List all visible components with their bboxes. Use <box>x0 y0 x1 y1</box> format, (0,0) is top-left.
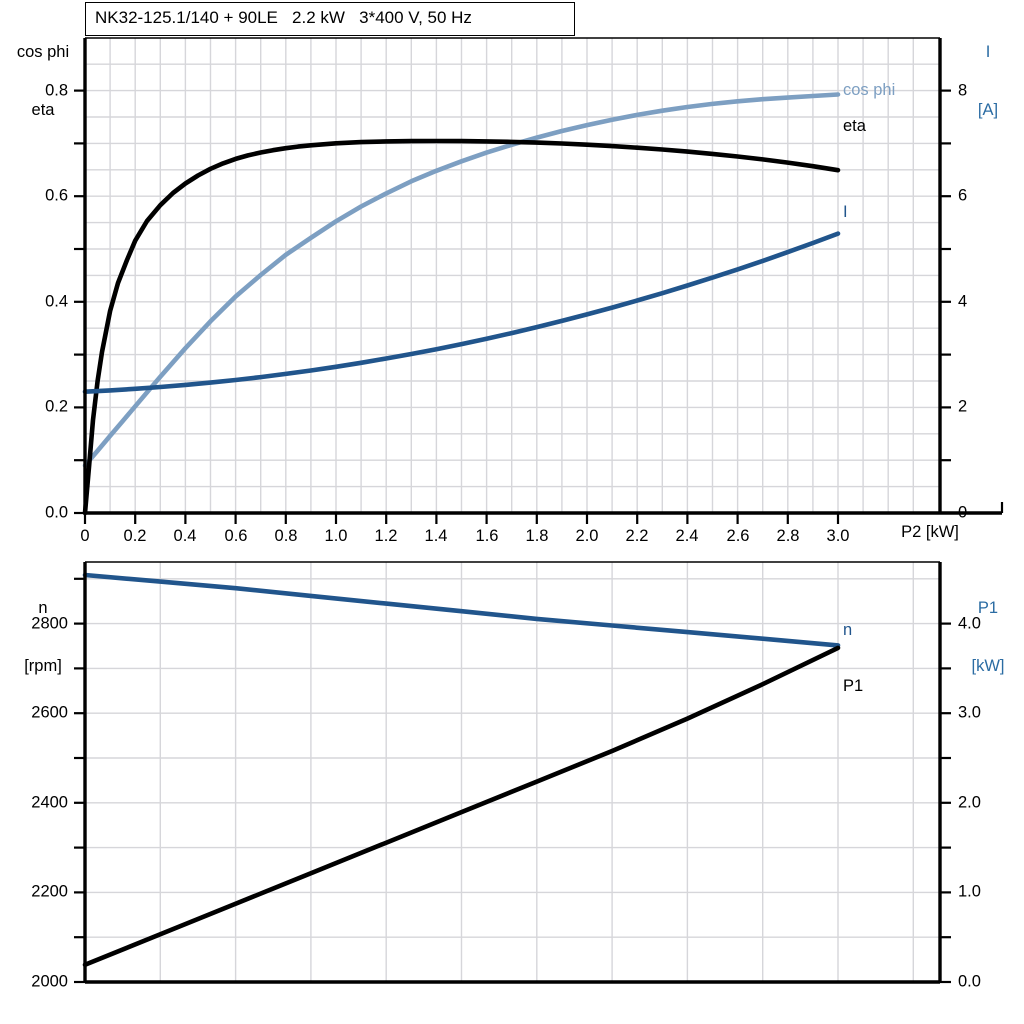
bottom-left-axis-label-line1: n <box>38 598 48 617</box>
top-right-axis-label: I [A] <box>960 4 1016 160</box>
top-y-right-ticks <box>940 89 951 515</box>
bottom-axis-frame <box>83 561 942 984</box>
bottom-left-axis-label: n [rpm] <box>4 560 82 716</box>
bottom-y-right-tick-2: 2.0 <box>958 793 981 812</box>
bottom-y-left-tick-3: 2600 <box>31 703 68 722</box>
bottom-y-right-tick-0: 0.0 <box>958 972 981 991</box>
top-chart-panel: cos phi eta I [A] NK32-125.1/140 + 90LE … <box>4 2 1016 545</box>
curve-label-current: I <box>843 203 848 221</box>
bottom-y-right-tick-3: 3.0 <box>958 703 981 722</box>
top-x-ticks <box>83 502 1004 524</box>
top-x-tick-2: 0.4 <box>173 527 197 545</box>
top-x-tick-14: 2.8 <box>776 527 800 545</box>
top-y-left-tick-1: 0.2 <box>45 397 68 416</box>
curve-eta <box>82 138 841 516</box>
top-x-tick-6: 1.2 <box>374 527 398 545</box>
top-x-tick-1: 0.2 <box>123 527 147 545</box>
bottom-y-right-ticks <box>940 622 951 984</box>
curve-cos-phi <box>82 92 841 468</box>
top-x-tick-4: 0.8 <box>274 527 298 545</box>
curve-label-cos-phi: cos phi <box>843 81 896 99</box>
bottom-curves <box>82 572 841 968</box>
bottom-y-left-ticks <box>74 577 85 984</box>
curve-label-power: P1 <box>843 677 864 695</box>
top-y-right-tick-1: 2 <box>958 397 968 416</box>
top-y-left-tick-4: 0.8 <box>45 81 68 100</box>
bottom-y-left-tick-4: 2800 <box>31 614 68 633</box>
top-x-tick-10: 2.0 <box>575 527 599 545</box>
top-x-tick-8: 1.6 <box>475 527 499 545</box>
bottom-chart-svg <box>74 561 951 984</box>
bottom-y-right-tick-4: 4.0 <box>958 614 981 633</box>
top-right-axis-label-line2: [A] <box>977 101 999 120</box>
bottom-right-axis-label: P1 [kW] <box>958 560 1018 716</box>
bottom-right-axis-label-line1: P1 <box>977 598 999 617</box>
top-chart-svg <box>74 37 1004 524</box>
top-x-tick-11: 2.2 <box>625 527 649 545</box>
bottom-grid-lines <box>85 562 940 982</box>
bottom-right-axis-label-line2: [kW] <box>971 657 1005 676</box>
top-left-axis-label: cos phi eta <box>4 4 82 160</box>
top-x-tick-9: 1.8 <box>525 527 549 545</box>
top-y-left-ticks <box>74 89 85 515</box>
curve-current <box>82 231 841 394</box>
curve-label-eta: eta <box>843 117 866 135</box>
bottom-y-left-tick-1: 2200 <box>31 882 68 901</box>
bottom-y-left-tick-0: 2000 <box>31 972 68 991</box>
top-x-tick-12: 2.4 <box>675 527 699 545</box>
top-right-axis-label-line1: I <box>985 42 991 61</box>
chart-title-text: NK32-125.1/140 + 90LE 2.2 kW 3*400 V, 50… <box>95 8 472 27</box>
bottom-y-left-tick-2: 2400 <box>31 793 68 812</box>
top-x-tick-3: 0.6 <box>224 527 248 545</box>
top-grid-lines <box>85 38 940 513</box>
top-y-right-tick-4: 8 <box>958 81 968 100</box>
top-y-left-tick-3: 0.6 <box>45 186 68 205</box>
top-x-tick-5: 1.0 <box>324 527 348 545</box>
curve-label-speed: n <box>843 621 853 639</box>
chart-title-box: NK32-125.1/140 + 90LE 2.2 kW 3*400 V, 50… <box>85 2 575 36</box>
top-left-axis-label-line1: cos phi <box>16 42 70 61</box>
top-y-right-tick-2: 4 <box>958 292 968 311</box>
top-x-tick-13: 2.6 <box>726 527 750 545</box>
top-y-left-tick-0: 0.0 <box>45 503 68 522</box>
top-y-left-tick-2: 0.4 <box>45 292 68 311</box>
curve-speed <box>82 572 841 648</box>
bottom-left-axis-label-line2: [rpm] <box>24 657 62 676</box>
top-axis-frame <box>83 37 1002 515</box>
top-x-tick-7: 1.4 <box>424 527 448 545</box>
bottom-chart-panel: n [rpm] P1 [kW] <box>0 552 1024 1024</box>
top-left-axis-label-line2: eta <box>31 101 55 120</box>
top-y-right-tick-0: 0 <box>958 503 968 522</box>
bottom-y-right-tick-1: 1.0 <box>958 882 981 901</box>
top-x-tick-15: 3.0 <box>826 527 850 545</box>
top-y-right-tick-3: 6 <box>958 186 968 205</box>
top-x-axis-label: P2 [kW] <box>901 523 959 541</box>
top-x-tick-0: 0 <box>80 527 90 545</box>
curve-power <box>82 645 841 968</box>
top-curves <box>82 92 841 516</box>
